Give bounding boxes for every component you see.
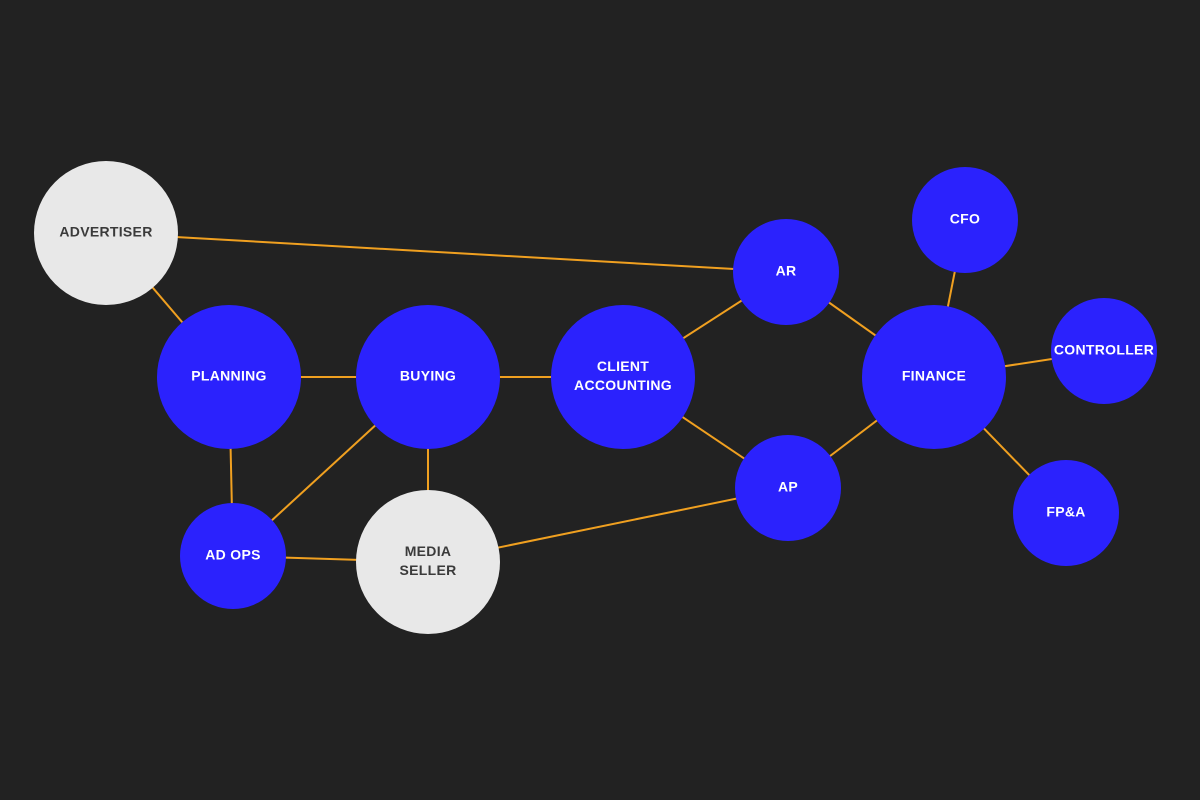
node-label: FP&A bbox=[1046, 504, 1085, 520]
node-label: PLANNING bbox=[191, 368, 267, 384]
node-circle[interactable] bbox=[551, 305, 695, 449]
node-label: CFO bbox=[950, 211, 980, 227]
edge-advertiser-ar bbox=[105, 232, 787, 273]
node-circle[interactable] bbox=[356, 490, 500, 634]
node-circle[interactable] bbox=[733, 219, 839, 325]
node-client-accounting[interactable]: CLIENT ACCOUNTING bbox=[551, 305, 695, 449]
nodes: ADVERTISER PLANNING BUYING CLIENT ACCOUNTING… bbox=[34, 161, 1157, 634]
node-circle[interactable] bbox=[735, 435, 841, 541]
node-label: CLIENT bbox=[597, 358, 649, 374]
node-circle[interactable] bbox=[356, 305, 500, 449]
node-label: AD OPS bbox=[205, 547, 260, 563]
node-label: MEDIA bbox=[405, 543, 452, 559]
node-ar[interactable]: AR bbox=[733, 219, 839, 325]
node-label: SELLER bbox=[399, 562, 456, 578]
node-advertiser[interactable]: ADVERTISER bbox=[34, 161, 178, 305]
node-planning[interactable]: PLANNING bbox=[157, 305, 301, 449]
node-label: FINANCE bbox=[902, 368, 966, 384]
node-media-seller[interactable]: MEDIA SELLER bbox=[356, 490, 500, 634]
node-label: AR bbox=[776, 263, 797, 279]
node-circle[interactable] bbox=[1013, 460, 1119, 566]
node-circle[interactable] bbox=[912, 167, 1018, 273]
node-ad-ops[interactable]: AD OPS bbox=[180, 503, 286, 609]
node-controller[interactable]: CONTROLLER bbox=[1051, 298, 1157, 404]
node-label: ADVERTISER bbox=[59, 224, 152, 240]
node-buying[interactable]: BUYING bbox=[356, 305, 500, 449]
node-label: ACCOUNTING bbox=[574, 377, 672, 393]
node-cfo[interactable]: CFO bbox=[912, 167, 1018, 273]
node-circle[interactable] bbox=[34, 161, 178, 305]
node-label: BUYING bbox=[400, 368, 456, 384]
node-finance[interactable]: FINANCE bbox=[862, 305, 1006, 449]
node-circle[interactable] bbox=[1051, 298, 1157, 404]
node-circle[interactable] bbox=[180, 503, 286, 609]
node-circle[interactable] bbox=[862, 305, 1006, 449]
node-fpa[interactable]: FP&A bbox=[1013, 460, 1119, 566]
node-circle[interactable] bbox=[157, 305, 301, 449]
node-ap[interactable]: AP bbox=[735, 435, 841, 541]
node-label: CONTROLLER bbox=[1054, 342, 1154, 358]
node-label: AP bbox=[778, 479, 798, 495]
